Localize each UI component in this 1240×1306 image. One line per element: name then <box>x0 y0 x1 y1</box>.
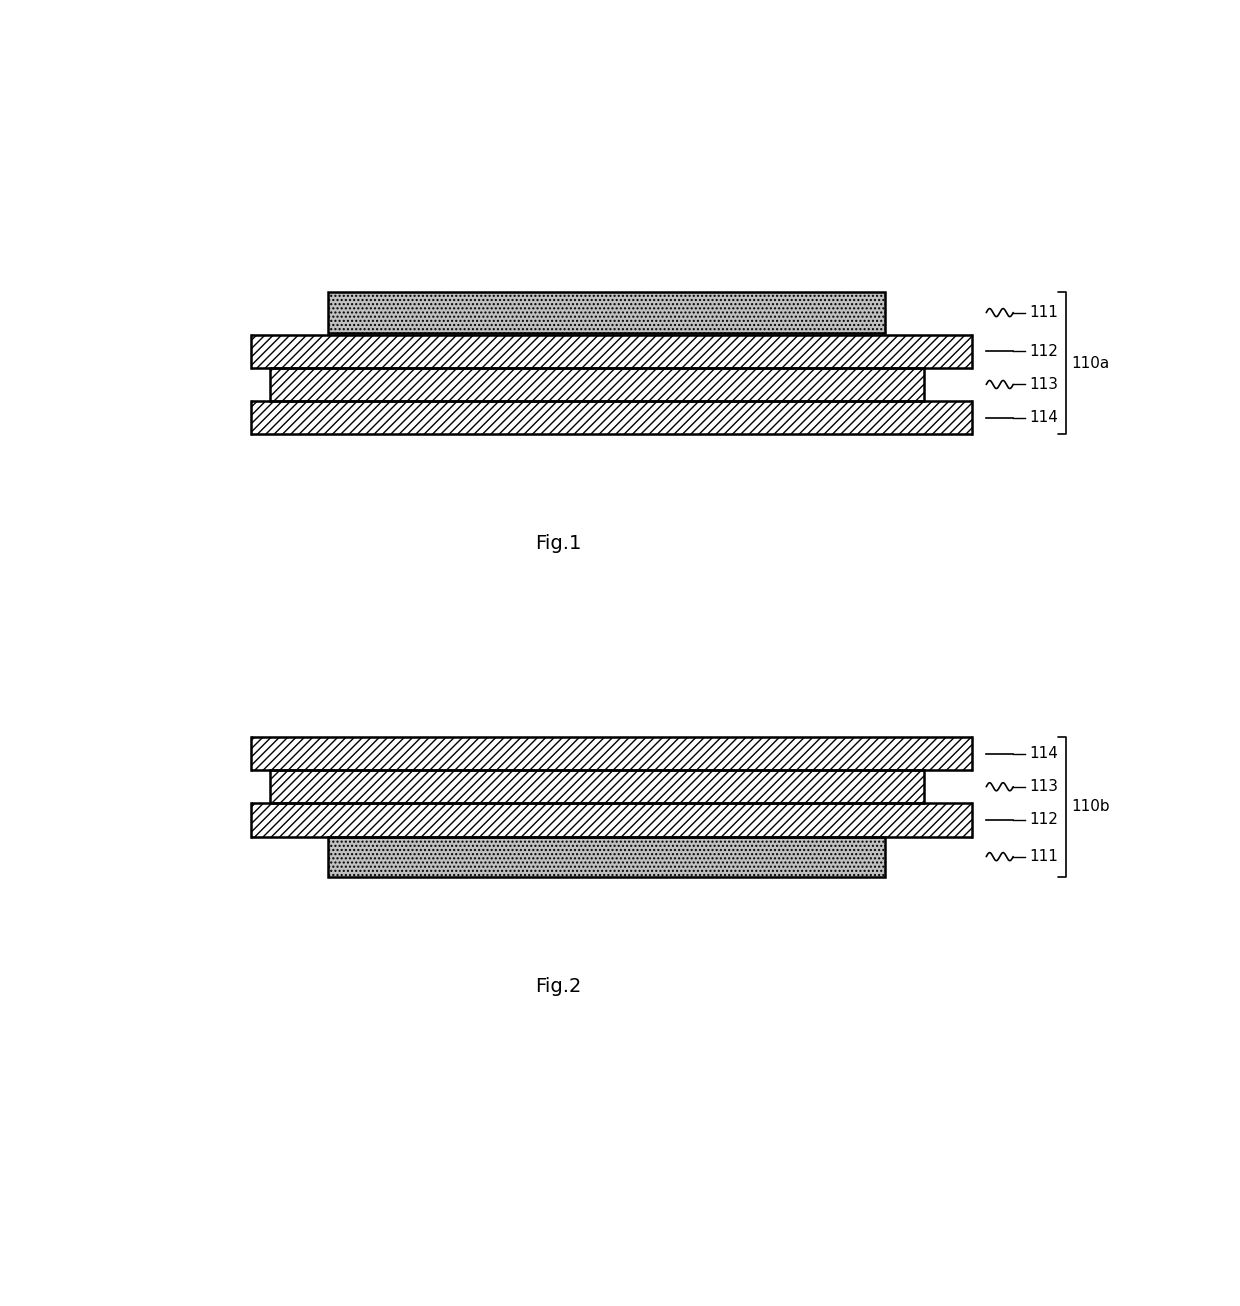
Bar <box>270 368 924 401</box>
Bar <box>270 771 924 803</box>
Bar <box>327 837 885 876</box>
Bar <box>250 803 972 837</box>
Text: 110a: 110a <box>1071 355 1109 371</box>
Text: 113: 113 <box>1029 780 1059 794</box>
Bar <box>250 401 972 435</box>
Bar <box>250 334 972 368</box>
Text: 111: 111 <box>1029 849 1059 865</box>
Text: 111: 111 <box>1029 306 1059 320</box>
Bar <box>327 293 885 333</box>
Bar <box>250 803 972 837</box>
Text: 110b: 110b <box>1071 799 1110 815</box>
Bar <box>270 771 924 803</box>
Text: 114: 114 <box>1029 410 1059 426</box>
Bar <box>250 334 972 368</box>
Bar <box>270 368 924 401</box>
Bar <box>270 771 924 803</box>
Text: 114: 114 <box>1029 746 1059 761</box>
Bar <box>250 401 972 435</box>
Text: 112: 112 <box>1029 812 1059 828</box>
Bar <box>250 401 972 435</box>
Text: Fig.2: Fig.2 <box>536 977 582 996</box>
Bar <box>250 803 972 837</box>
Bar <box>250 737 972 771</box>
Text: 113: 113 <box>1029 377 1059 392</box>
Bar <box>250 737 972 771</box>
Text: Fig.1: Fig.1 <box>536 534 582 554</box>
Bar <box>250 334 972 368</box>
Text: 112: 112 <box>1029 343 1059 359</box>
Bar <box>250 737 972 771</box>
Bar <box>270 368 924 401</box>
